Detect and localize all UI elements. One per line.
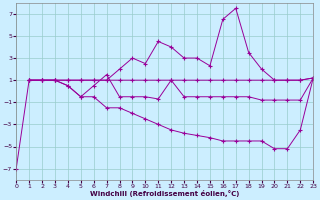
X-axis label: Windchill (Refroidissement éolien,°C): Windchill (Refroidissement éolien,°C) xyxy=(90,190,239,197)
